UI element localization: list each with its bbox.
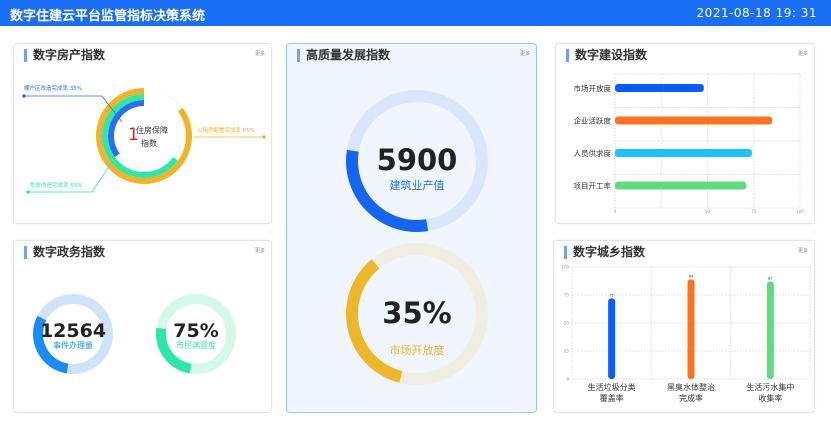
more-link[interactable]: 更多 <box>519 51 530 57</box>
bar <box>615 181 747 190</box>
x-tick-label: 0 <box>614 209 617 214</box>
header: 数字住建云平台监管指标决策系统 2021-08-18 19: 31 <box>0 0 831 26</box>
center-number: 1 <box>128 125 139 145</box>
leader-line <box>24 95 123 123</box>
more-link[interactable]: 更多 <box>254 51 265 57</box>
quality-panel: 高质量发展指数 更多 5900 建筑业产值 35% 市场开放度 <box>286 43 537 413</box>
center-text: 住房保障 <box>136 125 168 135</box>
center-text: 指数 <box>141 138 157 148</box>
ring-label: 市民满意度 <box>176 340 216 350</box>
housing-panel: 数字房产指数 更多 1 住房保障指数 棚户区改造完成率 35% 公租房配置完成率 85… <box>13 43 272 224</box>
construction-panel: 数字建设指数 更多 0 50 75 100 市场开放度企业活跃度人员供求度项目开工率 <box>555 43 815 224</box>
more-link[interactable]: 更多 <box>254 248 265 254</box>
category-label: 收集率 <box>758 393 782 403</box>
x-tick-label: 75 <box>751 209 757 214</box>
quality-ring-progress <box>346 149 429 232</box>
leader-line <box>28 161 113 193</box>
bar <box>766 281 774 379</box>
ring-value: 75% <box>173 320 218 342</box>
category-label: 市场开放度 <box>574 83 612 93</box>
panel-title: 高质量发展指数 <box>297 49 390 62</box>
ring-label: 事件办理量 <box>53 340 93 350</box>
datetime: 2021-08-18 19: 31 <box>696 6 817 20</box>
category-label: 企业活跃度 <box>574 116 612 126</box>
leader-dot <box>262 135 266 139</box>
x-tick-label: 50 <box>705 209 711 214</box>
data-label: 87 <box>768 277 772 281</box>
data-label: 89 <box>689 274 693 278</box>
ring-value: 12564 <box>40 320 106 342</box>
panel-title: 数字政务指数 <box>24 246 105 259</box>
quality-ring-progress <box>346 259 403 383</box>
category-label: 项目开工率 <box>574 181 612 191</box>
urban-panel: 数字城乡指数 更多 0 25 50 75 100 72 生活垃圾分类 覆盖率 89 黑臭水体整治完… <box>553 240 815 413</box>
category-label: 生活垃圾分类 <box>588 382 636 392</box>
panel-title: 数字建设指数 <box>566 49 647 62</box>
panel-title: 数字城乡指数 <box>564 246 645 259</box>
gov-ring-progress <box>156 327 192 374</box>
more-link[interactable]: 更多 <box>797 51 808 57</box>
y-tick-label: 25 <box>564 349 570 354</box>
ring-label: 市场开放度 <box>390 343 445 357</box>
category-label: 完成率 <box>679 393 703 403</box>
category-label: 人员供求度 <box>574 148 612 158</box>
data-label: 72 <box>609 293 613 297</box>
ring-value: 5900 <box>377 143 458 177</box>
ring-label: 建筑业产值 <box>390 178 445 192</box>
donut-label: 危房改造完成率 65% <box>30 181 82 189</box>
x-tick-label: 100 <box>796 209 804 214</box>
bar <box>687 279 695 379</box>
gov-panel: 数字政务指数 更多 12564 事件办理量 75% 市民满意度 <box>13 240 272 413</box>
more-link[interactable]: 更多 <box>797 248 808 254</box>
donut-label: 棚户区改造完成率 35% <box>24 84 82 92</box>
y-tick-label: 75 <box>564 293 570 298</box>
bar <box>615 149 752 157</box>
leader-dot <box>22 94 26 98</box>
donut-segment <box>102 94 178 178</box>
app-title: 数字住建云平台监管指标决策系统 <box>10 9 206 24</box>
panel-title: 数字房产指数 <box>24 49 105 62</box>
category-label: 黑臭水体整治 <box>667 382 715 392</box>
donut-label: 公租房配置完成率 85% <box>197 126 255 134</box>
leader-dot <box>26 190 30 194</box>
ring-value: 35% <box>382 296 451 330</box>
y-tick-label: 0 <box>566 377 569 382</box>
category-label: 生活污水集中 <box>746 382 794 392</box>
category-label: 覆盖率 <box>600 393 624 403</box>
bar <box>615 116 773 125</box>
y-tick-label: 100 <box>561 265 569 270</box>
bar <box>615 84 704 92</box>
bar <box>608 298 616 379</box>
donut-segment <box>108 100 145 158</box>
y-tick-label: 50 <box>564 321 570 326</box>
gov-ring-progress <box>33 315 69 374</box>
donut-segment <box>96 88 192 184</box>
